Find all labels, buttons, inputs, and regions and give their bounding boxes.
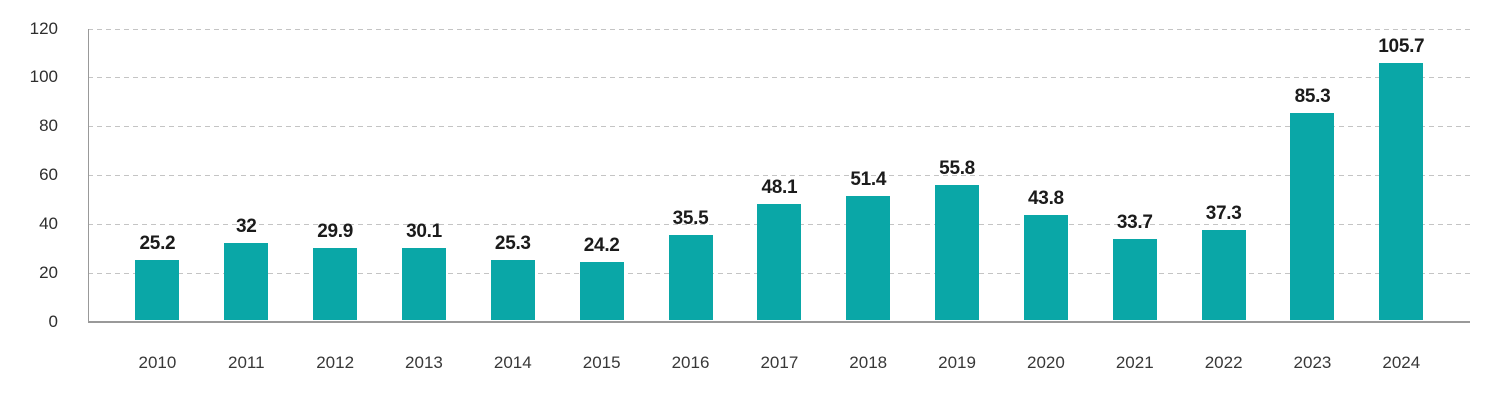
bar-value-label: 48.1 xyxy=(761,177,798,199)
bar-2024 xyxy=(1379,63,1424,321)
gridline xyxy=(88,126,1470,128)
bar-2018 xyxy=(846,195,891,321)
bar-value-label: 37.3 xyxy=(1205,203,1242,225)
x-tick-label: 2024 xyxy=(1382,353,1421,372)
bar-2014 xyxy=(490,259,535,321)
gridline xyxy=(88,28,1470,30)
bar-value-label: 24.2 xyxy=(583,235,620,257)
bar-2021 xyxy=(1112,239,1157,321)
x-tick-label: 2020 xyxy=(1027,353,1065,372)
bar-value-label: 32 xyxy=(235,216,257,238)
x-tick-label: 2014 xyxy=(493,353,532,372)
x-tick-label: 2016 xyxy=(671,353,710,372)
x-tick-label: 2011 xyxy=(227,353,265,372)
bar-2019 xyxy=(935,185,980,321)
bar-2010 xyxy=(135,259,180,321)
bar-2017 xyxy=(757,204,802,321)
bar-value-label: 35.5 xyxy=(672,207,709,229)
bar-2013 xyxy=(401,248,446,321)
bar-2012 xyxy=(313,248,358,321)
x-tick-label: 2017 xyxy=(760,353,799,372)
bar-value-label: 30.1 xyxy=(406,221,442,242)
y-tick-label: 120 xyxy=(29,18,58,38)
x-tick-label: 2012 xyxy=(316,353,355,372)
bar-2022 xyxy=(1201,230,1246,321)
bar-value-label: 105.7 xyxy=(1378,36,1425,58)
bar-value-label: 85.3 xyxy=(1294,86,1331,108)
y-tick-label: 20 xyxy=(39,262,58,282)
x-tick-label: 2013 xyxy=(405,353,443,372)
bar-value-label: 25.2 xyxy=(139,232,176,254)
bar-value-label: 51.4 xyxy=(850,168,887,190)
x-tick-label: 2023 xyxy=(1293,353,1332,372)
bar-2015 xyxy=(579,262,624,321)
bar-2016 xyxy=(668,234,713,321)
bar-2011 xyxy=(224,243,269,321)
y-tick-label: 40 xyxy=(39,213,58,233)
bar-value-label: 43.8 xyxy=(1028,187,1064,209)
gridline xyxy=(88,175,1470,176)
y-tick-label: 100 xyxy=(29,67,58,87)
bar-2023 xyxy=(1290,113,1335,321)
bar-value-label: 29.9 xyxy=(317,221,354,243)
x-tick-label: 2010 xyxy=(138,353,177,372)
bar-2020 xyxy=(1023,214,1068,321)
bar-value-label: 55.8 xyxy=(939,158,975,180)
y-axis-line xyxy=(87,28,89,323)
x-tick-label: 2018 xyxy=(849,353,888,372)
bar-value-label: 33.7 xyxy=(1116,212,1153,234)
y-tick-label: 80 xyxy=(39,116,58,136)
y-tick-label: 0 xyxy=(48,311,58,331)
bar-value-label: 25.3 xyxy=(494,232,531,254)
x-axis-line xyxy=(87,320,1470,323)
x-tick-label: 2021 xyxy=(1115,353,1154,372)
gridline xyxy=(88,77,1470,79)
x-tick-label: 2019 xyxy=(938,353,976,372)
x-tick-label: 2015 xyxy=(582,353,621,372)
x-tick-label: 2022 xyxy=(1204,353,1243,372)
y-tick-label: 60 xyxy=(39,165,58,184)
